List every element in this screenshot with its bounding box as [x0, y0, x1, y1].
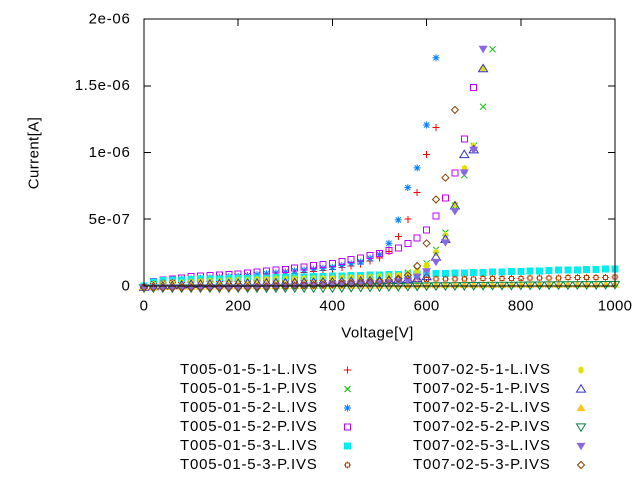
svg-text:T005-01-5-1-P.IVS: T005-01-5-1-P.IVS [180, 380, 318, 397]
svg-text:0: 0 [140, 297, 149, 314]
svg-text:T007-02-5-3-L.IVS: T007-02-5-3-L.IVS [413, 437, 551, 454]
svg-text:Voltage[V]: Voltage[V] [341, 325, 413, 342]
svg-text:T005-01-5-3-P.IVS: T005-01-5-3-P.IVS [180, 456, 318, 473]
svg-text:5e-07: 5e-07 [89, 211, 131, 228]
svg-text:T007-02-5-3-P.IVS: T007-02-5-3-P.IVS [413, 456, 551, 473]
svg-text:200: 200 [225, 297, 251, 314]
svg-text:T005-01-5-2-P.IVS: T005-01-5-2-P.IVS [180, 418, 318, 435]
svg-text:1000: 1000 [598, 297, 633, 314]
svg-text:800: 800 [508, 297, 534, 314]
svg-text:T007-02-5-1-L.IVS: T007-02-5-1-L.IVS [413, 361, 551, 378]
svg-text:T005-01-5-3-L.IVS: T005-01-5-3-L.IVS [180, 437, 318, 454]
svg-text:2e-06: 2e-06 [89, 11, 131, 28]
svg-text:1.5e-06: 1.5e-06 [75, 77, 131, 94]
svg-text:T007-02-5-2-L.IVS: T007-02-5-2-L.IVS [413, 399, 551, 416]
svg-text:Current[A]: Current[A] [26, 117, 43, 189]
svg-text:0: 0 [121, 278, 130, 295]
svg-text:600: 600 [414, 297, 440, 314]
svg-text:1e-06: 1e-06 [89, 144, 131, 161]
svg-text:T005-01-5-2-L.IVS: T005-01-5-2-L.IVS [180, 399, 318, 416]
svg-text:T007-02-5-1-P.IVS: T007-02-5-1-P.IVS [413, 380, 551, 397]
svg-text:400: 400 [319, 297, 345, 314]
svg-text:T007-02-5-2-P.IVS: T007-02-5-2-P.IVS [413, 418, 551, 435]
svg-text:T005-01-5-1-L.IVS: T005-01-5-1-L.IVS [180, 361, 318, 378]
